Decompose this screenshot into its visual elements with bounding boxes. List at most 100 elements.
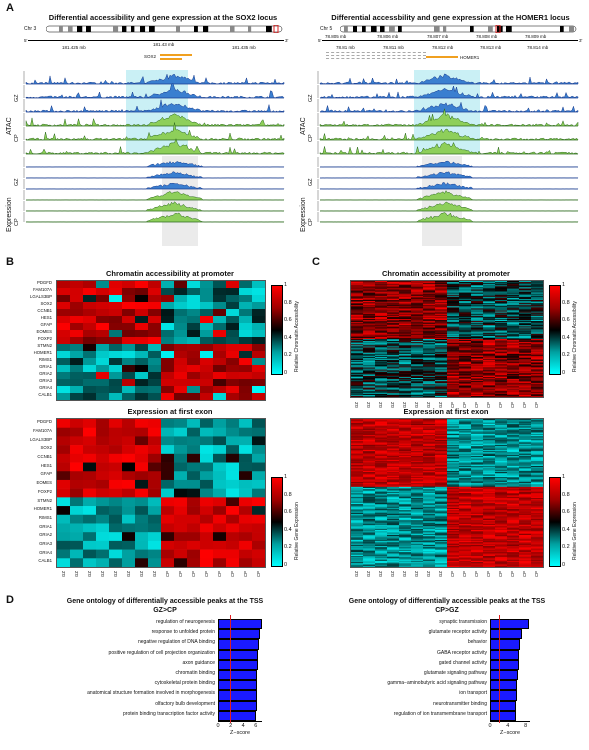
colorbar-tick: 0.6 [284,509,292,516]
go-term-label: negative regulation of DNA binding [138,639,215,646]
homer1-atac-label: ATAC [300,117,307,135]
colorbar-tick: 0.2 [562,352,570,359]
go-term-label: regulation of neurogenesis [156,619,215,625]
signal-track [25,83,285,99]
homer1-coord-1: 78.805 mb [325,34,347,39]
gene-label: RIMS1 [38,357,52,363]
go-term-label: neurotransmitter binding [433,700,487,707]
signal-track [25,122,285,141]
sox2-expr-gz: GZ [14,178,20,186]
gene-label: SOX2 [40,301,52,307]
panel-c-label: C [312,256,320,268]
gene-label: HOMER1 [33,506,52,512]
column-label: CP [216,571,222,577]
signal-track [319,128,579,141]
colorbar-tick: 0.6 [562,509,570,516]
sox2-title: Differential accessibility and gene expr… [48,13,278,22]
colorbar-tick: 0.4 [562,334,570,341]
column-label: GZ [99,571,105,577]
colorbar-tick: 1 [284,282,288,288]
b-title-1: Chromatin accessibility at promoter [106,269,234,278]
b-colorbar-1-ticks: 1 0.8 0.6 0.4 0.2 0 [284,282,300,376]
colorbar-tick: 0.6 [284,317,292,324]
gene-label: FOXP2 [37,336,52,342]
signal-track [25,73,285,85]
homer1-transcript-1 [326,52,426,53]
go-bar [490,680,518,691]
column-label: GZ [366,571,371,577]
column-label: CP [462,571,467,577]
signal-track [319,141,579,155]
signal-track [319,190,579,201]
column-label: CP [534,571,539,577]
column-label: CP [190,571,196,577]
gene-label: SOX2 [40,445,52,451]
gene-label: RIMS1 [38,514,52,520]
colorbar-tick: 0.4 [284,526,292,533]
go-x-tick: 0 [216,723,220,729]
column-label: CP [522,571,527,577]
gene-label: GRIA4 [39,385,52,391]
go-x-axis [218,721,262,722]
colorbar-tick: 0.4 [562,526,570,533]
go-bar [490,710,516,721]
homer1-atac-gz: GZ [308,94,314,102]
colorbar-tick: 1 [562,474,566,480]
homer1-coord-3: 78.807 mb [427,34,449,39]
go-bar [490,659,519,670]
panel-a-label: A [6,2,14,14]
homer1-coord-5: 78.809 mb [525,34,547,39]
gene-label: FAM107A [33,427,52,433]
homer1-coord-9: 78.813 mb [480,45,502,50]
sox2-atac-cp: CP [14,134,20,142]
go-x-tick: 6 [254,723,258,729]
go-bar [490,690,517,701]
c-colorbar-1-label: Relative Chromatin Accessibility [572,301,578,372]
gene-label: STMN2 [37,343,52,349]
go-x-tick: 4 [506,723,510,729]
gene-label: LGALS3BP [30,436,52,442]
gene-label: GRIA4 [39,549,52,555]
go-bar [218,670,258,681]
sox2-atac-label: ATAC [6,117,13,135]
gene-label: FOXP2 [37,488,52,494]
go-term-label: olfactory bulb development [155,700,215,707]
colorbar-tick: 0.8 [284,491,292,498]
column-label: GZ [414,571,419,577]
column-label: GZ [378,571,383,577]
homer1-expr-gz: GZ [308,178,314,186]
sox2-expr-cp: CP [14,218,20,226]
column-label: CP [510,571,515,577]
homer1-5prime: 5' [318,38,322,43]
go-bar [490,700,517,711]
d-left-title: Gene ontology of differentially accessib… [66,598,264,605]
column-label: GZ [138,571,144,577]
go-term-label: anatomical structure formation involved … [87,690,215,697]
go-x-tick: 4 [241,723,245,729]
go-bar [490,619,530,630]
gene-label: STMN2 [37,497,52,503]
ideo2-bands [340,25,577,33]
signal-track [319,73,579,85]
colorbar-tick: 0 [562,562,566,568]
homer1-coord-axis [322,40,578,41]
homer1-coord-8: 78.812 mb [432,45,454,50]
go-term-label: glutamate receptor activity [428,629,487,636]
colorbar-tick: 0.8 [284,299,292,306]
gene-label: EOMES [36,329,52,335]
go-term-label: glutamate signaling pathway [423,670,487,676]
signal-track [26,191,285,201]
gene-label: GRIA1 [39,523,52,529]
gene-label: CALB1 [38,392,52,398]
b-colorbar-1-label: Relative Chromatin Accessibility [294,301,300,372]
gene-label: GRIA2 [39,532,52,538]
column-label: GZ [151,571,157,577]
sox2-expression-label: Expression [6,197,13,232]
gene-label: GFAP [40,322,52,328]
signal-track [319,201,579,212]
gene-label: GFAP [40,471,52,477]
colorbar-tick: 1 [562,282,566,288]
signal-track [25,212,285,223]
d-left-subtitle: GZ>CP [153,607,177,614]
homer1-tracks [317,70,579,246]
